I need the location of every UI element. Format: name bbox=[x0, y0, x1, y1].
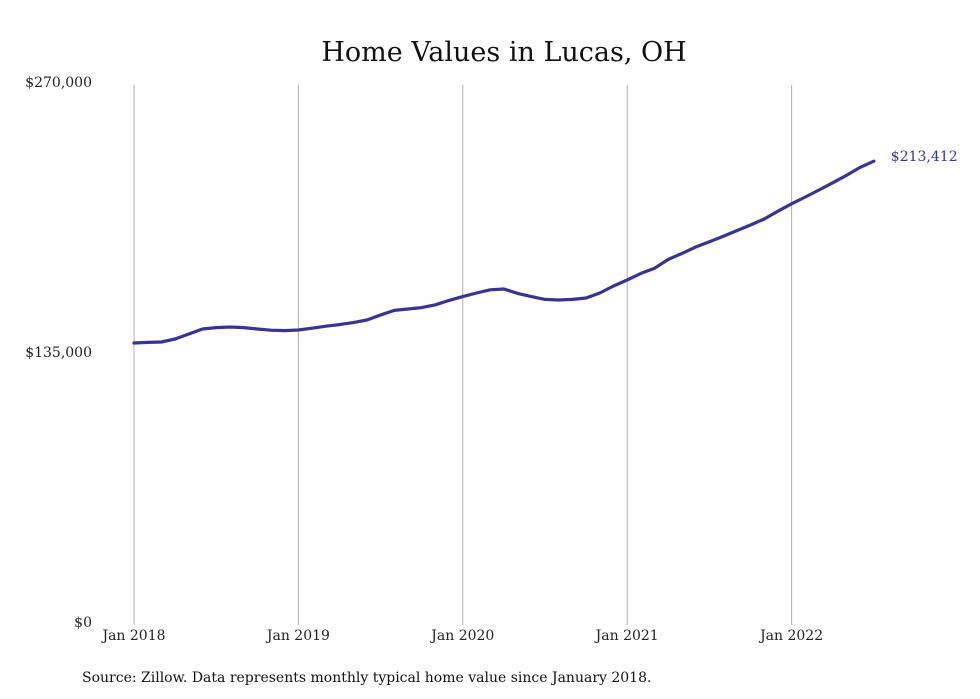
y-tick-label: $0 bbox=[74, 615, 92, 631]
x-tick-label: Jan 2022 bbox=[758, 628, 823, 644]
series-layer: $213,412 bbox=[132, 149, 958, 345]
x-tick-label: Jan 2020 bbox=[429, 628, 494, 644]
y-tick-label: $135,000 bbox=[25, 345, 92, 361]
y-tick-label: $270,000 bbox=[25, 75, 92, 91]
y-axis-ticks: $0 $135,000 $270,000 bbox=[25, 75, 92, 631]
chart-title: Home Values in Lucas, OH bbox=[321, 37, 686, 68]
source-note: Source: Zillow. Data represents monthly … bbox=[82, 670, 651, 686]
x-axis-ticks: Jan 2018 Jan 2019 Jan 2020 Jan 2021 Jan 2022 bbox=[100, 628, 823, 644]
x-tick-label: Jan 2018 bbox=[100, 628, 165, 644]
end-value-label: $213,412 bbox=[891, 149, 958, 165]
gridlines bbox=[133, 85, 793, 625]
x-tick-label: Jan 2019 bbox=[265, 628, 330, 644]
x-tick-label: Jan 2021 bbox=[594, 628, 659, 644]
series-line bbox=[132, 159, 876, 345]
